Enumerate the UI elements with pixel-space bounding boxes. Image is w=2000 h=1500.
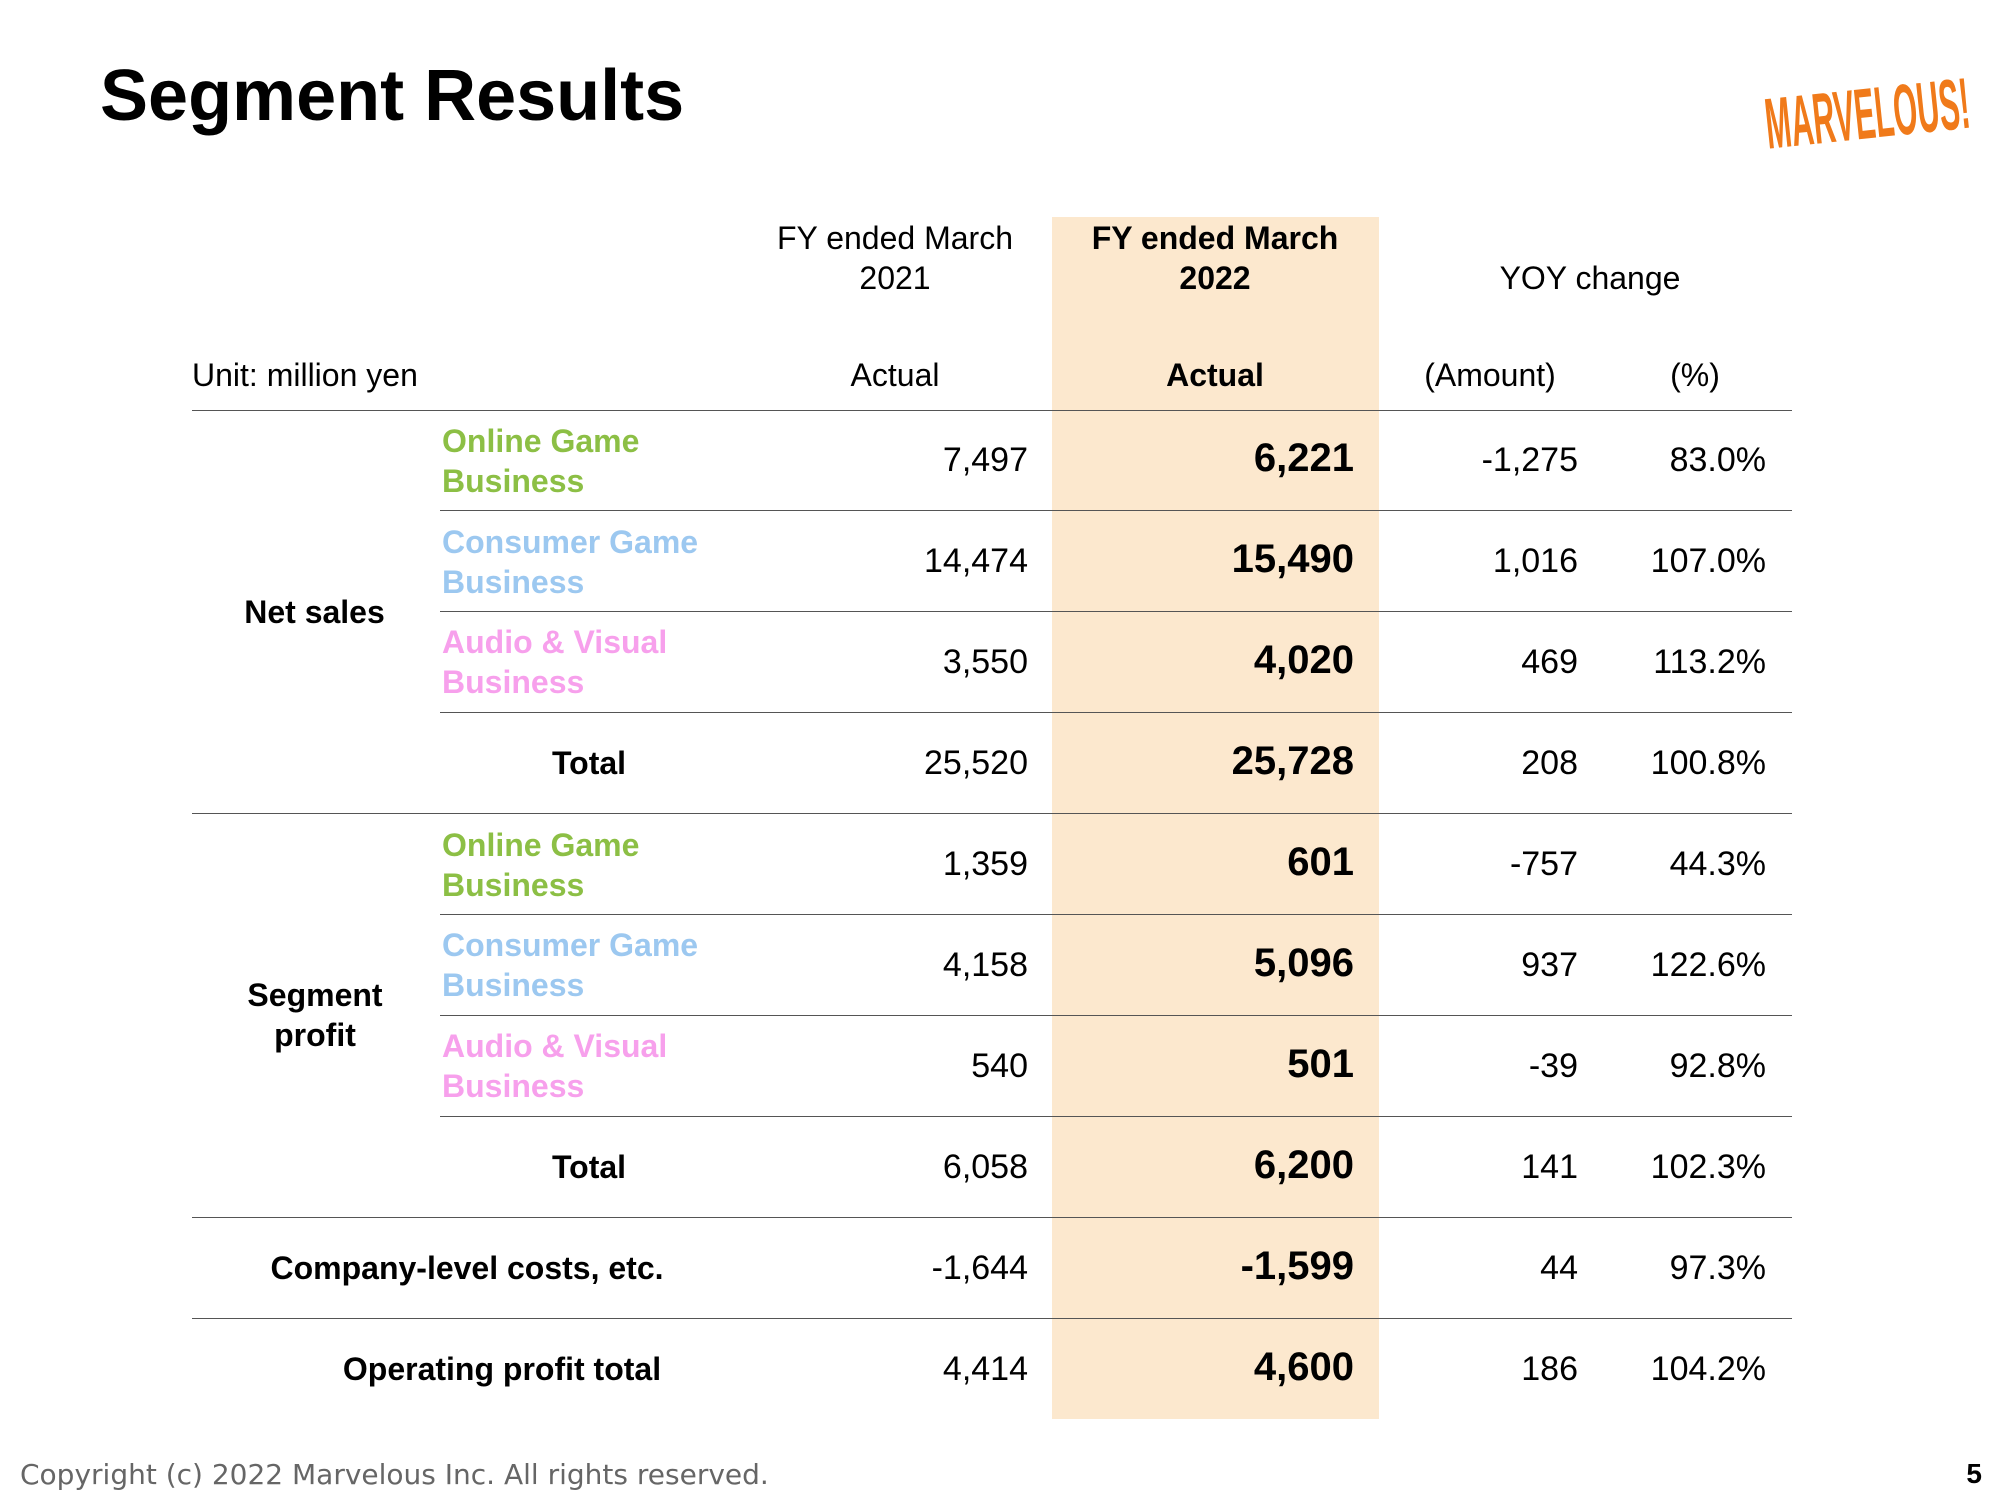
rule bbox=[440, 510, 1792, 511]
cell-yoy-amount: 186 bbox=[1521, 1350, 1578, 1388]
cell-fy2021: 4,414 bbox=[942, 1350, 1028, 1388]
rule-header bbox=[192, 410, 1792, 411]
cell-yoy-amount: 44 bbox=[1540, 1249, 1578, 1287]
group-net-sales: Net sales bbox=[244, 594, 385, 630]
group-segment-profit: Segment profit bbox=[247, 977, 383, 1053]
cell-yoy-pct: 97.3% bbox=[1669, 1249, 1766, 1287]
cell-fy2021: 14,474 bbox=[924, 542, 1028, 580]
cell-fy2022: 601 bbox=[1287, 840, 1354, 884]
cell-yoy-amount: 141 bbox=[1521, 1148, 1578, 1186]
cell-yoy-pct: 102.3% bbox=[1650, 1148, 1766, 1186]
cell-fy2022: 15,490 bbox=[1231, 537, 1354, 581]
svg-text:MARVELOUS!: MARVELOUS! bbox=[1761, 64, 1973, 160]
header-yoy: YOY change bbox=[1499, 260, 1681, 296]
marvelous-logo: MARVELOUS! bbox=[1761, 64, 1973, 160]
cell-yoy-pct: 92.8% bbox=[1669, 1047, 1766, 1085]
cell-fy2022: 6,221 bbox=[1253, 436, 1354, 480]
cell-fy2022: 4,600 bbox=[1253, 1345, 1354, 1389]
cell-fy2021: 25,520 bbox=[924, 744, 1028, 782]
row-label-consumer-game: Consumer Game Business bbox=[442, 927, 699, 1003]
row-label-online-game: Online Game Business bbox=[442, 423, 640, 499]
header-fy2022-actual: Actual bbox=[1166, 357, 1264, 393]
cell-fy2022: 4,020 bbox=[1253, 638, 1354, 682]
cell-yoy-amount: 469 bbox=[1521, 643, 1578, 681]
row-label-company-costs: Company-level costs, etc. bbox=[270, 1250, 664, 1286]
cell-yoy-pct: 113.2% bbox=[1653, 643, 1766, 681]
fy2022-highlight-column bbox=[1052, 217, 1379, 1419]
unit-label: Unit: million yen bbox=[192, 357, 418, 393]
cell-fy2021: 4,158 bbox=[942, 946, 1028, 984]
cell-fy2022: 25,728 bbox=[1231, 739, 1354, 783]
row-label-operating-profit: Operating profit total bbox=[342, 1351, 662, 1387]
copyright-footer: Copyright (c) 2022 Marvelous Inc. All ri… bbox=[20, 1458, 769, 1491]
cell-fy2021: 3,550 bbox=[942, 643, 1028, 681]
cell-fy2021: 1,359 bbox=[942, 845, 1028, 883]
row-label-audio-visual: Audio & Visual Business bbox=[442, 1028, 668, 1104]
cell-fy2022: 501 bbox=[1287, 1042, 1354, 1086]
rule bbox=[440, 914, 1792, 915]
row-label-total: Total bbox=[552, 745, 627, 781]
rule bbox=[192, 813, 1792, 814]
header-fy2021: FY ended March 2021 bbox=[777, 220, 1013, 296]
header-yoy-pct: (%) bbox=[1670, 357, 1720, 393]
cell-fy2022: 5,096 bbox=[1253, 941, 1354, 985]
cell-fy2021: 540 bbox=[971, 1047, 1028, 1085]
header-fy2021-actual: Actual bbox=[850, 357, 940, 393]
rule bbox=[192, 1217, 1792, 1218]
cell-yoy-pct: 100.8% bbox=[1650, 744, 1766, 782]
cell-fy2021: 7,497 bbox=[942, 441, 1028, 479]
cell-yoy-amount: -1,275 bbox=[1481, 441, 1578, 479]
cell-fy2022: 6,200 bbox=[1253, 1143, 1354, 1187]
cell-yoy-pct: 107.0% bbox=[1650, 542, 1766, 580]
row-label-consumer-game: Consumer Game Business bbox=[442, 524, 699, 600]
cell-yoy-amount: 208 bbox=[1521, 744, 1578, 782]
cell-fy2022: -1,599 bbox=[1240, 1244, 1354, 1288]
row-label-audio-visual: Audio & Visual Business bbox=[442, 624, 668, 700]
rule bbox=[440, 712, 1792, 713]
rule bbox=[440, 1015, 1792, 1016]
rule bbox=[440, 611, 1792, 612]
cell-yoy-pct: 122.6% bbox=[1650, 946, 1766, 984]
rule bbox=[440, 1116, 1792, 1117]
row-label-online-game: Online Game Business bbox=[442, 827, 640, 903]
header-fy2022: FY ended March 2022 bbox=[1091, 220, 1339, 296]
page-number: 5 bbox=[1966, 1458, 1982, 1489]
header-yoy-amount: (Amount) bbox=[1424, 357, 1556, 393]
cell-yoy-amount: -39 bbox=[1528, 1047, 1578, 1085]
cell-yoy-pct: 44.3% bbox=[1669, 845, 1766, 883]
cell-yoy-amount: -757 bbox=[1509, 845, 1578, 883]
cell-fy2021: 6,058 bbox=[942, 1148, 1028, 1186]
cell-fy2021: -1,644 bbox=[931, 1249, 1028, 1287]
cell-yoy-amount: 937 bbox=[1521, 946, 1578, 984]
row-label-total: Total bbox=[552, 1149, 627, 1185]
page-title: Segment Results bbox=[100, 56, 685, 136]
cell-yoy-pct: 83.0% bbox=[1669, 441, 1766, 479]
cell-yoy-amount: 1,016 bbox=[1492, 542, 1578, 580]
cell-yoy-pct: 104.2% bbox=[1650, 1350, 1766, 1388]
rule bbox=[192, 1318, 1792, 1319]
